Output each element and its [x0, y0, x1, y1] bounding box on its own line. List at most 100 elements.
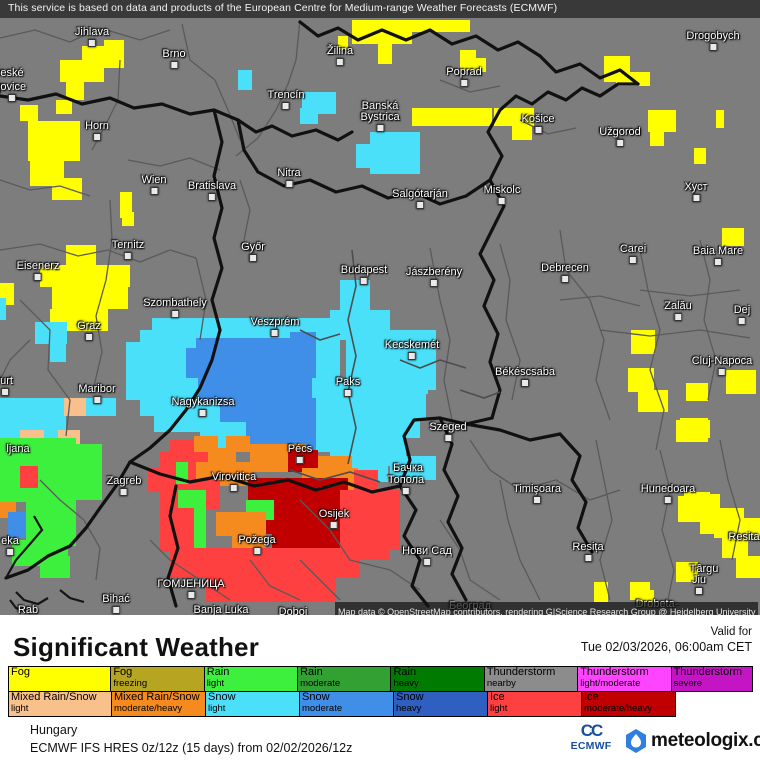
legend-item-sublabel: heavy — [396, 703, 422, 714]
weather-cell — [390, 456, 436, 480]
ecmwf-mark-icon: CC — [580, 721, 604, 740]
weather-cell — [412, 20, 470, 32]
legend-item-label: Fog — [11, 666, 30, 678]
weather-cell — [40, 265, 130, 287]
legend-item-sublabel: light — [208, 703, 226, 714]
weather-cell — [382, 20, 392, 56]
meteologix-droplet-icon — [626, 729, 646, 753]
weather-cell — [56, 100, 72, 114]
weather-cell — [290, 332, 316, 352]
legend-item-rain-heavy: Rain heavy — [390, 666, 485, 692]
ecmwf-wordmark: ECMWF — [570, 740, 612, 752]
weather-cell — [512, 124, 532, 140]
legend-item-ice-light: Ice light — [487, 691, 582, 717]
weather-cell — [412, 108, 492, 126]
valid-for-value: Tue 02/03/2026, 06:00am CET — [580, 640, 752, 654]
legend-item-snow-moderate: Snow moderate — [299, 691, 394, 717]
legend-item-label: Thunderstorm — [486, 666, 556, 678]
legend-item-snow-heavy: Snow heavy — [393, 691, 488, 717]
weather-cell — [86, 398, 116, 416]
admin-boundaries — [0, 19, 751, 611]
legend-item-rain-moderate: Rain moderate — [297, 666, 392, 692]
legend-item-thunderstorm-nearby: Thunderstorm nearby — [483, 666, 579, 692]
legend-item-fog-freezing: Fog freezing — [110, 666, 205, 692]
weather-legend: Fog Fog freezing Rain light Rain moderate Rain h… — [8, 666, 754, 717]
weather-cell — [120, 192, 132, 218]
weather-cell — [338, 36, 348, 50]
weather-cell — [744, 518, 760, 540]
weather-cell — [686, 383, 708, 401]
legend-item-snow-light: Snow light — [205, 691, 300, 717]
legend-item-thunderstorm-severe: Thunderstorm severe — [670, 666, 754, 692]
weather-cell — [20, 466, 38, 488]
weather-cell — [52, 287, 128, 309]
weather-cell — [50, 344, 66, 362]
legend-item-label: Mixed Rain/Snow — [114, 691, 200, 703]
weather-cell — [300, 108, 318, 124]
legend-item-sublabel: severe — [673, 678, 703, 689]
legend-item-label: Ice — [584, 691, 599, 703]
weather-cell — [398, 368, 428, 394]
legend-item-ice-moderate-heavy: Ice moderate/heavy — [581, 691, 676, 717]
legend-item-label: Thunderstorm — [673, 666, 743, 678]
weather-cell — [680, 418, 708, 442]
country-borders — [0, 20, 640, 608]
legend-item-label: Snow — [208, 691, 236, 703]
weather-cell — [726, 370, 756, 394]
legend-item-sublabel: light — [206, 678, 225, 689]
weather-cell — [736, 556, 760, 578]
legend-item-sublabel: light/moderate — [580, 678, 641, 689]
weather-cell — [272, 528, 342, 548]
weather-cell — [594, 582, 608, 602]
weather-cell — [60, 60, 82, 82]
weather-cell — [650, 130, 664, 146]
weather-cell — [340, 280, 370, 320]
ecmwf-logo: CC ECMWF — [563, 721, 619, 753]
weather-cell — [676, 562, 698, 582]
coastline — [5, 515, 85, 614]
weather-cell — [20, 105, 38, 121]
legend-item-label: Rain — [206, 666, 230, 678]
weather-cell — [28, 121, 80, 161]
map-attribution: Map data © OpenStreetMap contributors, r… — [335, 602, 759, 615]
legend-item-mixed-rain-snow-mod: Mixed Rain/Snow moderate/heavy — [111, 691, 206, 717]
legend-item-label: Mixed Rain/Snow — [11, 691, 97, 703]
weather-cell — [722, 228, 744, 246]
model-run-info: ECMWF IFS HRES 0z/12z (15 days) from 02/… — [30, 741, 353, 755]
valid-for-block: Valid for Tue 02/03/2026, 06:00am CET — [581, 625, 752, 655]
disclaimer-text: This service is based on data and produc… — [8, 2, 558, 14]
weather-cell — [216, 512, 266, 536]
weather-cell — [370, 132, 420, 174]
rivers — [289, 249, 501, 483]
weather-cell — [628, 368, 654, 392]
legend-item-label: Fog — [113, 666, 133, 678]
weather-cell — [35, 322, 67, 344]
legend-item-label: Rain — [393, 666, 417, 678]
legend-row-secondary: Mixed Rain/Snow light Mixed Rain/Snow moder… — [8, 691, 677, 717]
weather-cell — [82, 46, 104, 82]
valid-for-label: Valid for — [710, 626, 752, 638]
weather-cell — [60, 444, 102, 500]
meteologix-brand[interactable]: meteologix.com — [625, 729, 760, 753]
weather-cell — [66, 82, 84, 100]
legend-item-thunderstorm-light-mod: Thunderstorm light/moderate — [577, 666, 672, 692]
map-attribution-text: Map data © OpenStreetMap contributors, r… — [338, 607, 756, 615]
region-name: Hungary — [30, 723, 78, 737]
weather-cell — [346, 530, 390, 560]
brand-name: meteologix.com — [651, 730, 760, 751]
legend-item-label: Snow — [396, 691, 424, 703]
legend-item-label: Snow — [302, 691, 330, 703]
disclaimer-banner: This service is based on data and produc… — [0, 0, 760, 18]
legend-item-sublabel: moderate — [302, 703, 343, 714]
legend-item-sublabel: freezing — [113, 678, 148, 689]
weather-cell — [690, 494, 720, 516]
weather-cell — [238, 70, 252, 90]
map-canvas — [0, 19, 760, 614]
weather-map[interactable]: This service is based on data and produc… — [0, 0, 760, 615]
legend-item-label: Rain — [300, 666, 323, 678]
weather-cell — [604, 56, 630, 74]
legend-item-sublabel: nearby — [486, 678, 516, 689]
weather-cell — [104, 40, 124, 68]
weather-cell — [378, 44, 392, 64]
